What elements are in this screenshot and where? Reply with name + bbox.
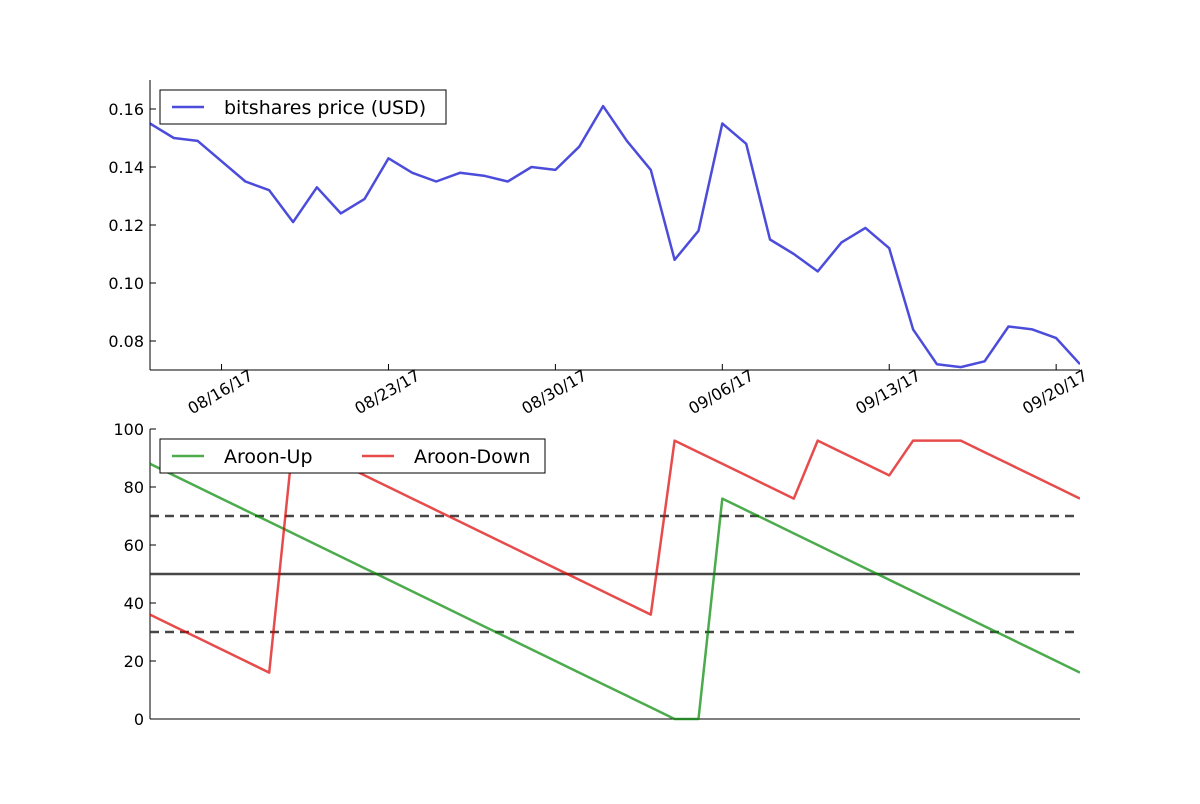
x-tick-label: 08/23/17 xyxy=(351,366,423,418)
y-tick-label: 0.10 xyxy=(108,274,144,293)
y-tick-label: 40 xyxy=(124,594,144,613)
x-tick-label: 08/16/17 xyxy=(185,366,257,418)
legend: Aroon-Up Aroon-Down xyxy=(159,438,546,474)
series-line-aroon-down xyxy=(150,439,1080,674)
x-tick-label: 09/13/17 xyxy=(852,366,924,418)
legend-label: bitshares price (USD) xyxy=(224,97,426,119)
legend-box xyxy=(159,438,546,474)
x-tick-label: 08/30/17 xyxy=(518,366,590,418)
legend-box xyxy=(159,89,447,125)
y-tick-label: 20 xyxy=(124,652,144,671)
y-tick-label: 0 xyxy=(134,710,144,729)
legend-label: Aroon-Down xyxy=(414,446,530,468)
legend: bitshares price (USD) xyxy=(159,89,447,125)
series-line-aroon-up xyxy=(150,462,1080,721)
legend-label: Aroon-Up xyxy=(224,446,313,468)
y-tick-label: 0.16 xyxy=(108,100,144,119)
y-tick-label: 0.14 xyxy=(108,158,144,177)
y-tick-label: 80 xyxy=(124,478,144,497)
y-tick-label: 100 xyxy=(113,420,144,439)
y-tick-label: 0.08 xyxy=(108,332,144,351)
price-panel: 0.08 0.10 0.12 0.14 0.16 08/16/17 08/23/17 08/3… xyxy=(108,80,1091,418)
series-line-bitshares-price-usd- xyxy=(150,104,1080,369)
aroon-panel: 0 20 40 60 80 100 Aroon-Up Aroon-Down xyxy=(113,420,1080,729)
y-tick-label: 60 xyxy=(124,536,144,555)
x-tick-label: 09/20/17 xyxy=(1019,366,1091,418)
y-tick-label: 0.12 xyxy=(108,216,144,235)
x-tick-label: 09/06/17 xyxy=(685,366,757,418)
